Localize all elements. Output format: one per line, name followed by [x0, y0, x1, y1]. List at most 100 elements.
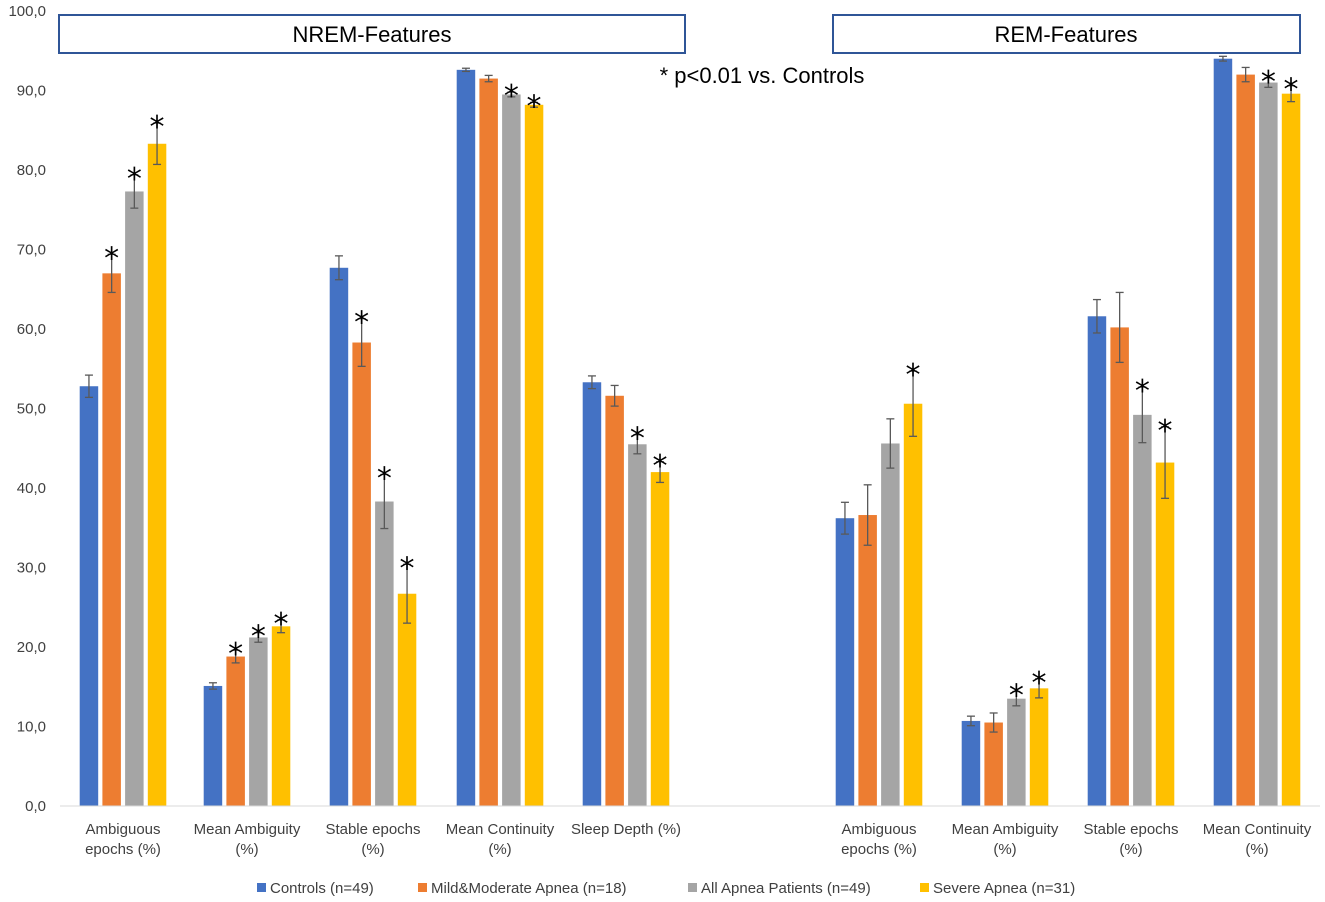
- bar: [1281, 93, 1301, 807]
- error-bar: [254, 632, 263, 643]
- legend-item: Severe Apnea (n=31): [920, 880, 1075, 897]
- bar: [524, 104, 544, 806]
- section-boxes: NREM-Features REM-Features: [58, 14, 1301, 54]
- legend-label: Controls (n=49): [270, 880, 374, 897]
- y-tick-label: 100,0: [8, 3, 46, 20]
- error-bar: [153, 122, 162, 166]
- y-tick-label: 20,0: [17, 639, 46, 656]
- y-tick-label: 50,0: [17, 401, 46, 418]
- error-bar: [107, 253, 116, 294]
- error-bar: [1035, 678, 1044, 699]
- category-label: Mean Continuity (%): [446, 821, 555, 858]
- significance-note: * p<0.01 vs. Controls: [660, 63, 865, 88]
- y-axis: 0,0 10,0 20,0 30,0 40,0 50,0 60,0 70,0 80,0 90,0 1…: [8, 3, 46, 815]
- bar: [903, 403, 923, 806]
- legend-item: Mild&Moderate Apnea (n=18): [418, 880, 627, 897]
- category-label: Stable epochs (%): [1083, 821, 1178, 858]
- bar: [375, 501, 394, 806]
- significance-star: *: [150, 110, 165, 145]
- rem-section-title: REM-Features: [994, 22, 1137, 47]
- legend-item: Controls (n=49): [257, 880, 374, 897]
- error-bar: [334, 255, 343, 281]
- bar: [502, 94, 521, 807]
- error-bar: [989, 712, 998, 733]
- legend-label: All Apnea Patients (n=49): [701, 880, 871, 897]
- error-bar: [130, 174, 139, 209]
- error-bar: [886, 418, 895, 469]
- bar: [102, 273, 121, 807]
- y-tick-label: 70,0: [17, 242, 46, 259]
- bar: [79, 386, 99, 806]
- y-tick-label: 90,0: [17, 83, 46, 100]
- bar: [1029, 688, 1049, 806]
- error-bar: [357, 318, 366, 368]
- error-bar: [1161, 426, 1170, 499]
- error-bar: [1287, 85, 1296, 103]
- bar: [397, 593, 417, 806]
- y-tick-label: 60,0: [17, 321, 46, 338]
- significance-markers: ********************: [104, 65, 1298, 714]
- significance-star: *: [228, 637, 243, 672]
- y-tick-label: 40,0: [17, 480, 46, 497]
- legend: Controls (n=49) Mild&Moderate Apnea (n=18…: [257, 880, 1075, 897]
- legend-item: All Apnea Patients (n=49): [688, 880, 871, 897]
- significance-star: *: [1284, 73, 1299, 108]
- category-label: Ambiguous epochs (%): [85, 821, 161, 858]
- error-bar: [1138, 386, 1147, 444]
- bar: [226, 656, 245, 806]
- error-bar: [507, 91, 516, 98]
- category-label: Mean Ambiguity (%): [194, 821, 301, 858]
- bar: [881, 443, 900, 806]
- bar: [249, 637, 268, 806]
- bar: [1155, 462, 1175, 806]
- legend-label: Mild&Moderate Apnea (n=18): [431, 880, 627, 897]
- significance-star: *: [1009, 679, 1024, 714]
- significance-star: *: [653, 449, 668, 484]
- significance-star: *: [1032, 666, 1047, 701]
- bar: [1133, 414, 1152, 806]
- significance-star: *: [251, 620, 266, 655]
- significance-star: *: [400, 551, 415, 586]
- error-bar: [840, 501, 849, 535]
- bar: [1087, 316, 1107, 806]
- error-bar: [656, 461, 665, 484]
- significance-star: *: [630, 422, 645, 457]
- bar: [271, 626, 291, 806]
- error-bar: [1218, 55, 1227, 62]
- nrem-section-title: NREM-Features: [293, 22, 452, 47]
- bar: [329, 267, 349, 806]
- x-axis-labels: Ambiguous epochs (%) Mean Ambiguity (%) Stab…: [85, 821, 1312, 858]
- significance-star: *: [274, 607, 289, 642]
- bar: [961, 720, 981, 806]
- error-bar: [1241, 66, 1250, 83]
- bar: [147, 143, 167, 806]
- significance-star: *: [504, 79, 519, 114]
- category-label: Sleep Depth (%): [571, 821, 681, 838]
- error-bar: [1115, 291, 1124, 364]
- error-bar: [461, 67, 470, 73]
- significance-star: *: [906, 358, 921, 393]
- significance-star: *: [104, 241, 119, 276]
- bar: [125, 191, 144, 807]
- error-bar: [403, 563, 412, 624]
- bar: [605, 395, 624, 806]
- significance-star: *: [1158, 414, 1173, 449]
- bar: [835, 518, 855, 806]
- bar: [203, 685, 223, 806]
- bar: [1213, 58, 1233, 806]
- y-tick-label: 80,0: [17, 162, 46, 179]
- bar: [1259, 82, 1278, 807]
- bar: [628, 444, 647, 806]
- error-bar: [231, 649, 240, 664]
- category-label: Mean Continuity (%): [1203, 821, 1312, 858]
- bar: [1007, 698, 1026, 806]
- error-bar: [1264, 77, 1273, 88]
- significance-star: *: [354, 306, 369, 341]
- error-bar: [909, 370, 918, 437]
- category-label: Ambiguous epochs (%): [841, 821, 917, 858]
- bar: [582, 382, 602, 806]
- bar: [1236, 74, 1255, 807]
- y-tick-label: 30,0: [17, 560, 46, 577]
- rem-section-box: [832, 14, 1301, 54]
- y-tick-label: 10,0: [17, 719, 46, 736]
